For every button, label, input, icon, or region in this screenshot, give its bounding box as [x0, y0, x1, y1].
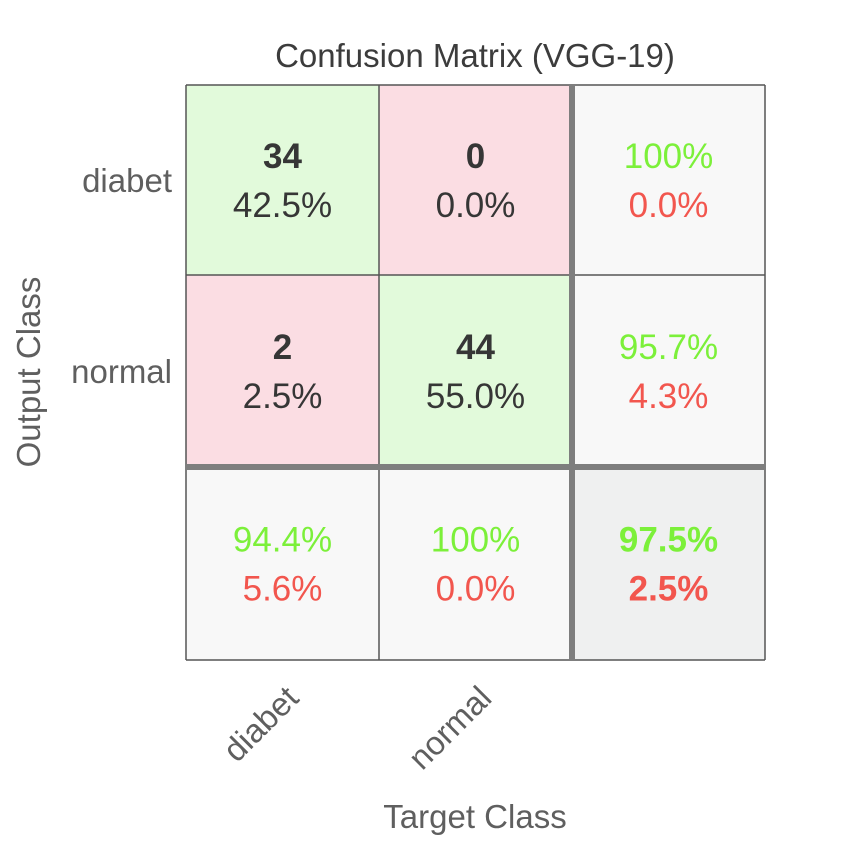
overall-cell-bg [572, 467, 765, 660]
row-summary-cell-top-value: 95.7% [619, 328, 718, 367]
overall-cell-top-value: 97.5% [619, 521, 718, 560]
matrix-cell-bottom-value: 42.5% [233, 186, 332, 225]
row-summary-cell-bg [572, 85, 765, 275]
y-tick-label: normal [71, 353, 172, 390]
x-axis-label: Target Class [383, 798, 566, 835]
matrix-cell-top-value: 0 [466, 137, 485, 176]
matrix-cell-top-value: 34 [263, 137, 302, 176]
col-summary-cell-bg [379, 467, 572, 660]
col-summary-cell-bottom-value: 5.6% [243, 570, 323, 609]
y-tick-labels: diabet normal [71, 162, 172, 390]
matrix-cell-bg [186, 85, 379, 275]
matrix-cell-top-value: 44 [456, 328, 495, 367]
x-tick-labels: diabet normal [216, 679, 499, 776]
col-summary-cell-bg [186, 467, 379, 660]
y-axis-label: Output Class [10, 277, 47, 468]
row-summary-cell-bg [572, 275, 765, 467]
col-summary-cell-bottom-value: 0.0% [436, 570, 516, 609]
matrix-cell-bottom-value: 55.0% [426, 377, 525, 416]
overall-cell-bottom-value: 2.5% [629, 570, 709, 609]
matrix-cells: 34 42.5% 0 0.0% 100% 0.0% 2 2.5% 44 55.0% 95.7% 4.3… [186, 85, 765, 660]
x-tick-label: diabet [216, 679, 306, 769]
x-tick-label: normal [401, 679, 498, 776]
matrix-cell-bg [379, 85, 572, 275]
row-summary-cell-bottom-value: 0.0% [629, 186, 709, 225]
matrix-grid [185, 84, 766, 661]
row-summary-cell-bottom-value: 4.3% [629, 377, 709, 416]
row-summary-cell-top-value: 100% [624, 137, 714, 176]
matrix-cell-bg [186, 275, 379, 467]
y-tick-label: diabet [82, 162, 172, 199]
chart-title: Confusion Matrix (VGG-19) [275, 37, 675, 74]
matrix-cell-bg [379, 275, 572, 467]
matrix-cell-bottom-value: 2.5% [243, 377, 323, 416]
matrix-cell-bottom-value: 0.0% [436, 186, 516, 225]
matrix-cell-top-value: 2 [273, 328, 292, 367]
col-summary-cell-top-value: 94.4% [233, 521, 332, 560]
col-summary-cell-top-value: 100% [431, 521, 521, 560]
